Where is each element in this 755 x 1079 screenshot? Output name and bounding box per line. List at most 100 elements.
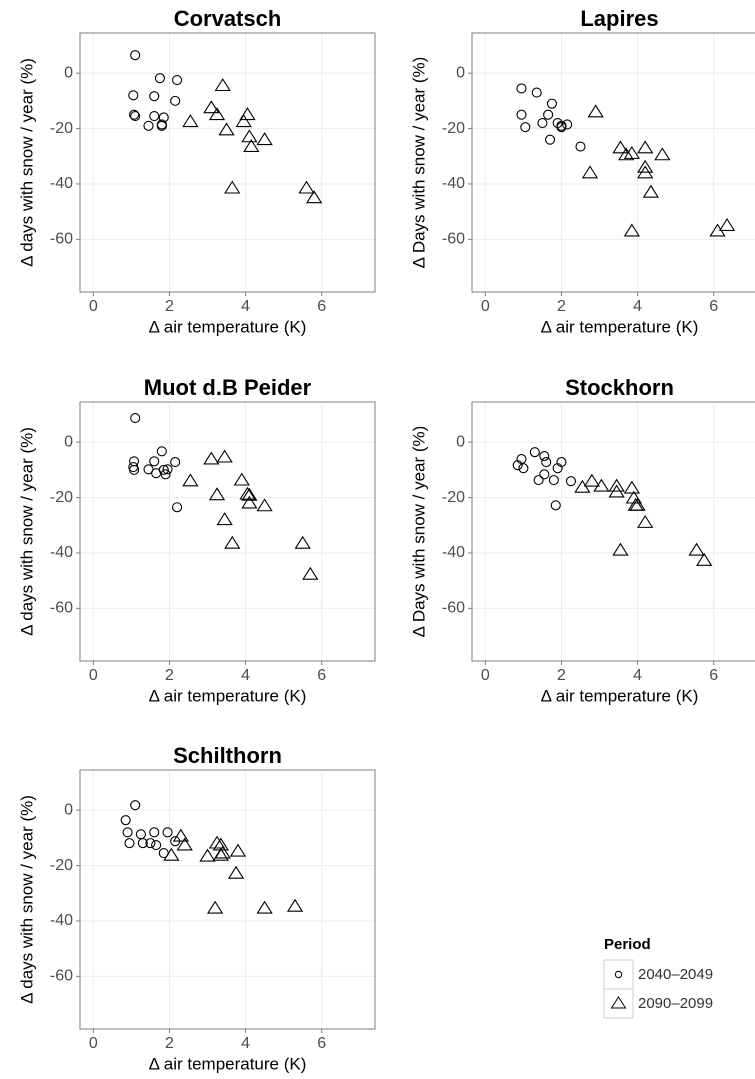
y-tick-label: -40 — [442, 175, 465, 192]
circle-point — [531, 87, 542, 98]
triangle-point — [298, 180, 315, 194]
triangle-point — [256, 132, 273, 146]
circle-point — [544, 134, 556, 145]
y-tick-label: -60 — [442, 231, 465, 248]
x-tick-label: 6 — [709, 298, 718, 315]
triangle-point — [612, 140, 629, 154]
x-tick-label: 6 — [317, 298, 326, 315]
triangle-point — [241, 129, 258, 143]
circle-point — [170, 95, 181, 106]
x-tick-label: 0 — [89, 298, 98, 315]
triangle-point — [227, 865, 245, 879]
y-tick-label: 0 — [64, 64, 73, 81]
y-tick-label: -60 — [442, 600, 465, 617]
triangle-point — [608, 484, 625, 498]
circle-point — [128, 90, 139, 101]
triangle-point — [214, 845, 231, 859]
y-tick-label: -40 — [442, 544, 465, 561]
x-axis-label: Δ air temperature (K) — [149, 317, 307, 336]
circle-point — [548, 475, 559, 486]
x-tick-label: 4 — [241, 1035, 250, 1052]
y-tick-label: -40 — [50, 175, 73, 192]
circle-point — [539, 450, 550, 462]
circle-point — [124, 838, 135, 849]
x-tick-label: 2 — [557, 667, 566, 684]
y-tick-label: -20 — [50, 857, 73, 874]
x-tick-label: 6 — [317, 667, 326, 684]
triangle-point — [642, 184, 660, 198]
y-tick-label: -20 — [442, 489, 465, 506]
x-tick-label: 0 — [89, 1035, 98, 1052]
triangle-point — [593, 478, 610, 492]
triangle-point — [208, 487, 226, 501]
circle-point — [151, 840, 162, 851]
circle-point — [543, 109, 554, 120]
x-tick-label: 2 — [165, 1035, 174, 1052]
circle-point — [537, 117, 548, 129]
y-tick-label: -60 — [50, 968, 73, 985]
circle-point — [162, 464, 173, 475]
triangle-point — [243, 139, 260, 152]
triangle-point — [208, 107, 226, 121]
triangle-point — [612, 542, 629, 556]
triangle-point — [224, 180, 241, 194]
circle-point — [149, 456, 160, 467]
triangle-point — [587, 104, 604, 118]
triangle-point — [216, 512, 233, 526]
legend-title: Period — [604, 936, 651, 953]
circle-point — [160, 469, 171, 480]
circle-point — [130, 50, 141, 61]
x-tick-label: 4 — [241, 667, 250, 684]
triangle-point — [182, 473, 199, 487]
y-tick-label: 0 — [456, 64, 465, 81]
triangle-point — [235, 114, 252, 128]
circle-point — [158, 464, 169, 475]
x-axis-label: Δ air temperature (K) — [541, 317, 699, 336]
circle-point — [529, 447, 540, 458]
x-axis-label: Δ air temperature (K) — [149, 686, 307, 705]
y-axis-label: Δ days with snow / year (%) — [17, 795, 36, 1004]
triangle-point — [163, 847, 180, 861]
triangle-point — [256, 498, 273, 512]
circle-point — [556, 122, 567, 133]
circle-point — [565, 476, 577, 487]
chart-title: Lapires — [580, 6, 658, 31]
x-tick-label: 0 — [481, 667, 490, 684]
triangle-point — [216, 449, 233, 463]
circle-point — [516, 109, 527, 120]
triangle-point — [637, 514, 654, 528]
triangle-point — [623, 145, 641, 159]
panel-border — [79, 32, 376, 293]
triangle-point — [182, 114, 199, 128]
circle-point — [120, 815, 131, 826]
x-tick-label: 0 — [89, 667, 98, 684]
triangle-point — [688, 542, 705, 556]
legend-label: 2040–2049 — [638, 966, 713, 983]
circle-point — [149, 827, 160, 838]
triangle-point — [305, 190, 323, 204]
circle-point — [129, 464, 140, 475]
panel — [80, 770, 375, 1029]
triangle-point — [203, 451, 220, 465]
circle-point — [149, 91, 160, 102]
triangle-point — [241, 487, 258, 501]
circle-point — [546, 98, 557, 109]
circle-point — [520, 122, 531, 133]
chart-title: Schilthorn — [173, 743, 282, 768]
x-tick-label: 2 — [557, 298, 566, 315]
triangle-point — [233, 472, 250, 486]
y-tick-label: -60 — [50, 231, 73, 248]
triangle-point — [199, 848, 216, 862]
x-tick-label: 2 — [165, 298, 174, 315]
triangle-point — [623, 223, 641, 237]
x-axis-label: Δ air temperature (K) — [149, 1054, 307, 1073]
y-axis-label: Δ days with snow / year (%) — [17, 58, 36, 267]
legend-label: 2090–2099 — [638, 995, 713, 1012]
circle-point — [518, 463, 529, 474]
chart-title: Muot d.B Peider — [144, 375, 312, 400]
circle-point — [539, 469, 550, 480]
chart-title: Corvatsch — [174, 6, 282, 31]
x-axis-label: Δ air temperature (K) — [541, 686, 699, 705]
triangle-point — [218, 122, 235, 136]
